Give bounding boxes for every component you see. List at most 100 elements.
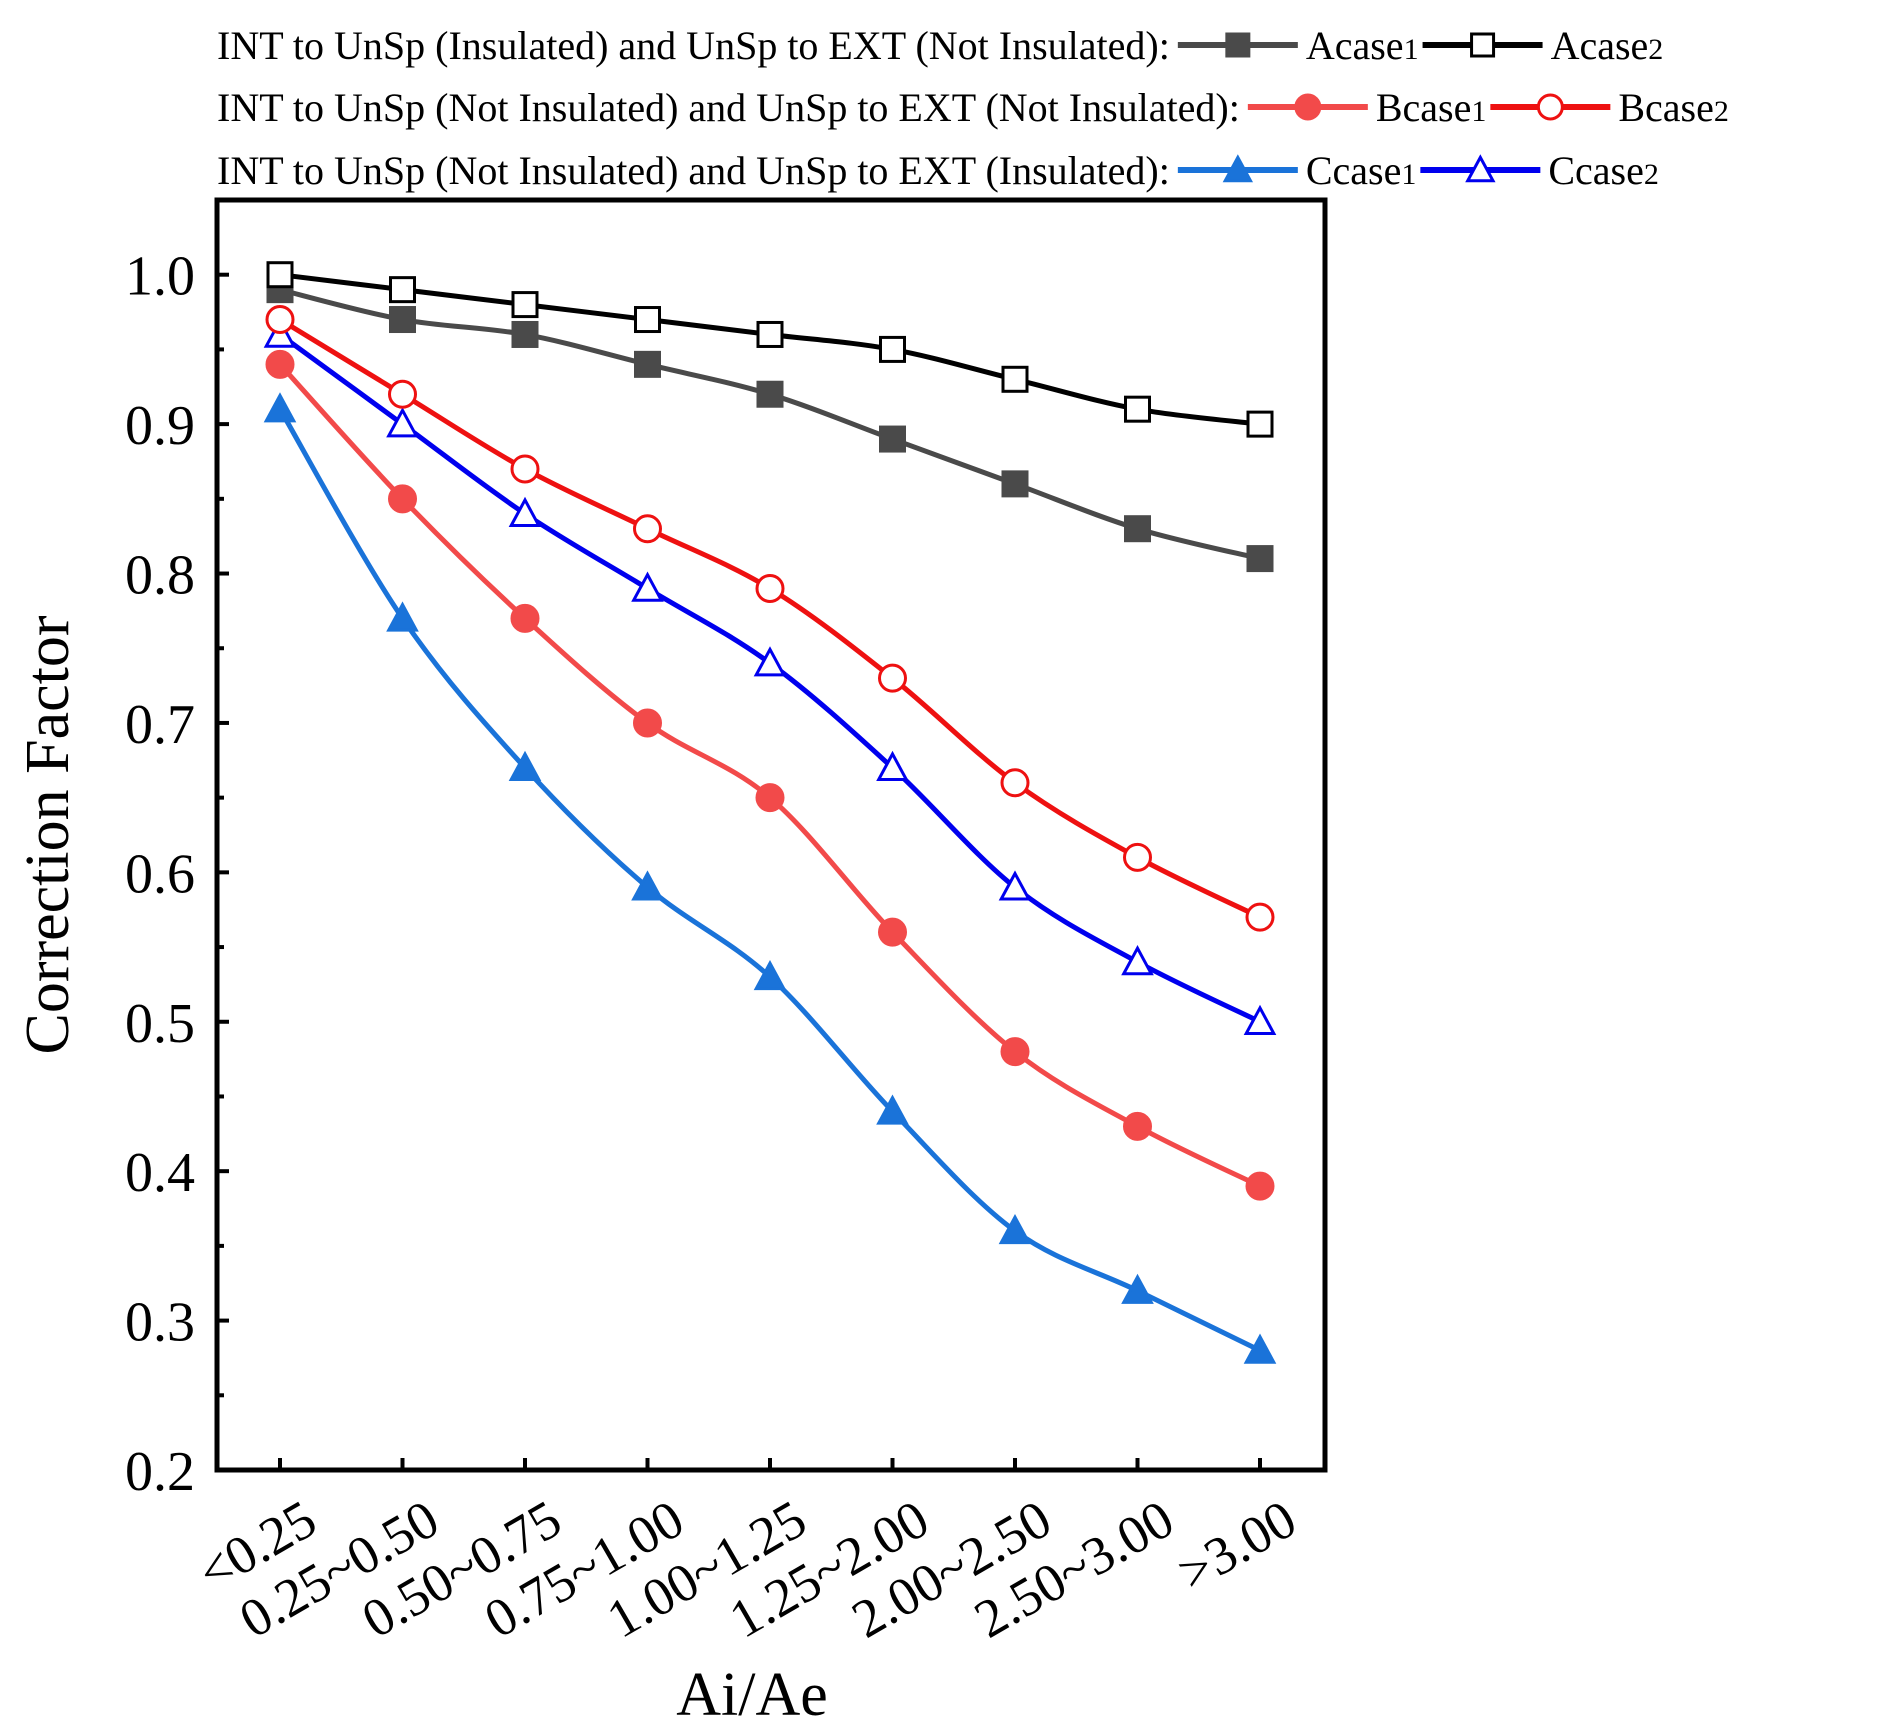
data-point-Ccase1: [508, 750, 542, 781]
data-point-Bcase2: [1000, 768, 1030, 798]
legend-label-sub: 1: [1404, 33, 1419, 66]
legend-label-Ccase1: Ccase1: [1306, 148, 1417, 193]
data-point-Acase1: [879, 425, 906, 453]
legend-label-sub: 2: [1648, 33, 1663, 66]
data-point-Acase1: [389, 306, 416, 334]
legend: INT to UnSp (Insulated) and UnSp to EXT …: [217, 23, 1729, 193]
series-layer: [263, 261, 1277, 1364]
data-point-Ccase1: [386, 601, 419, 632]
data-point-Acase1: [756, 380, 784, 408]
data-point-Ccase2: [508, 496, 542, 527]
series-Bcase2: [265, 305, 1275, 932]
legend-label-main: Acase: [1306, 23, 1404, 68]
data-point-Bcase1: [1245, 1171, 1275, 1201]
legend-item-Bcase2: Bcase2: [1490, 85, 1729, 130]
y-tick-label: 0.3: [125, 1292, 195, 1354]
legend-item-Acase1: Acase1: [1177, 23, 1419, 68]
y-tick-label: 1.0: [125, 246, 195, 308]
data-point-Acase2: [511, 291, 539, 319]
legend-label-Ccase2: Ccase2: [1548, 148, 1659, 193]
data-point-Bcase1: [633, 708, 662, 738]
data-point-Acase2: [634, 306, 661, 334]
data-point-Bcase2: [1245, 902, 1275, 932]
series-line-Ccase1: [277, 407, 1262, 1353]
data-point-Acase2: [1124, 395, 1151, 423]
plot-frame: [214, 197, 1328, 1473]
data-point-Bcase2: [633, 514, 662, 544]
data-point-Ccase1: [876, 1094, 909, 1125]
legend-label-main: Bcase: [1376, 85, 1472, 130]
legend-group-label: INT to UnSp (Insulated) and UnSp to EXT …: [217, 23, 1170, 68]
data-point-Bcase1: [1000, 1037, 1030, 1067]
data-point-Acase1: [634, 350, 661, 378]
data-point-Acase2: [1001, 365, 1029, 393]
series-Bcase1: [265, 349, 1275, 1201]
data-point-Bcase1: [1123, 1111, 1152, 1141]
data-point-Bcase2: [1123, 842, 1152, 872]
data-point-Ccase1: [998, 1213, 1032, 1245]
data-point-Bcase2: [265, 305, 295, 335]
legend-marker: [1536, 93, 1564, 121]
legend-item-Ccase2: Ccase2: [1420, 148, 1659, 193]
data-point-Ccase2: [631, 571, 664, 602]
data-point-Ccase1: [1243, 1333, 1277, 1364]
legend-label-main: Ccase: [1306, 148, 1402, 193]
series-line-Ccase2: [278, 332, 1262, 1025]
legend-label-main: Acase: [1551, 23, 1649, 68]
data-point-Bcase1: [265, 349, 295, 379]
data-point-Acase1: [1124, 515, 1151, 543]
data-point-Ccase1: [631, 870, 664, 901]
y-tick-label: 0.5: [125, 993, 195, 1055]
legend-label-sub: 2: [1714, 95, 1729, 128]
data-point-Acase2: [756, 320, 784, 348]
y-tick-label: 0.6: [125, 843, 195, 905]
data-point-Acase1: [1001, 470, 1029, 498]
legend-marker: [1222, 154, 1254, 183]
y-tick-label: 0.7: [125, 694, 195, 756]
data-point-Bcase2: [755, 573, 785, 603]
data-point-Ccase2: [1243, 1004, 1277, 1035]
data-point-Ccase2: [386, 407, 419, 438]
y-tick-label: 0.2: [125, 1441, 195, 1503]
data-point-Ccase2: [998, 870, 1032, 901]
data-point-Ccase1: [263, 392, 297, 423]
data-point-Bcase1: [878, 917, 907, 947]
data-point-Acase1: [511, 320, 539, 348]
y-tick-label: 0.8: [125, 545, 195, 607]
legend-label-Acase1: Acase1: [1306, 23, 1419, 68]
series-Acase2: [266, 261, 1274, 438]
legend-group-label: INT to UnSp (Not Insulated) and UnSp to …: [217, 148, 1170, 193]
series-Acase1: [266, 276, 1274, 573]
legend-label-main: Ccase: [1548, 148, 1644, 193]
legend-group-label: INT to UnSp (Not Insulated) and UnSp to …: [217, 85, 1240, 130]
y-tick-label: 0.9: [125, 395, 195, 457]
legend-label-sub: 1: [1401, 158, 1416, 191]
data-point-Ccase2: [753, 646, 787, 677]
x-axis-label: Ai/Ae: [676, 1661, 828, 1729]
y-tick-label: 0.4: [125, 1142, 195, 1204]
data-point-Acase2: [266, 261, 294, 289]
legend-marker: [1294, 93, 1322, 121]
legend-label-sub: 2: [1644, 158, 1659, 191]
data-point-Bcase1: [755, 783, 785, 813]
series-line-Bcase2: [278, 317, 1262, 920]
legend-item-Ccase1: Ccase1: [1177, 148, 1417, 193]
y-axis-label: Correction Factor: [14, 615, 82, 1054]
data-point-Acase2: [879, 335, 906, 363]
data-point-Bcase2: [878, 663, 907, 693]
data-point-Bcase1: [388, 484, 417, 514]
x-tick-label: >3.00: [1168, 1488, 1306, 1602]
axes: 0.20.30.40.50.60.70.80.91.0<0.250.25~0.5…: [125, 246, 1306, 1650]
data-point-Ccase1: [1121, 1273, 1154, 1304]
data-point-Bcase1: [510, 603, 540, 633]
data-point-Acase2: [1246, 410, 1274, 438]
legend-marker: [1225, 32, 1251, 58]
data-point-Ccase1: [753, 959, 787, 991]
series-Ccase2: [263, 317, 1277, 1035]
legend-marker: [1470, 32, 1496, 58]
legend-label-sub: 1: [1471, 95, 1486, 128]
data-point-Ccase2: [1121, 945, 1154, 976]
data-point-Bcase2: [388, 379, 417, 409]
data-point-Bcase2: [510, 454, 540, 484]
